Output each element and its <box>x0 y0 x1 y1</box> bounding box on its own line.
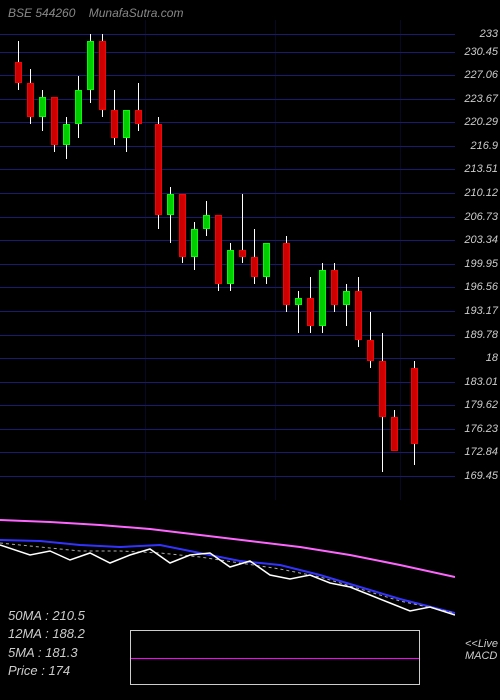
ma50-stat: 50MA : 210.5 <box>8 607 85 625</box>
price-label: 18 <box>486 352 498 364</box>
ticker-label: BSE 544260 <box>8 6 75 20</box>
price-label: 176.23 <box>464 423 498 435</box>
gridline <box>0 217 455 218</box>
price-label: 227.06 <box>464 69 498 81</box>
price-label: 223.67 <box>464 93 498 105</box>
gridline <box>0 146 455 147</box>
price-axis: 233 230.45 227.06 223.67 220.29 216.9 213.51 21… <box>455 20 500 500</box>
gridline <box>0 382 455 383</box>
ma-lines <box>0 505 455 620</box>
ma12-stat: 12MA : 188.2 <box>8 625 85 643</box>
site-label: MunafaSutra.com <box>89 6 184 20</box>
gridline <box>0 311 455 312</box>
price-label: 233 <box>480 28 498 40</box>
price-stat: Price : 174 <box>8 662 85 680</box>
gridline <box>0 34 455 35</box>
gridline <box>0 99 455 100</box>
gridline <box>0 476 455 477</box>
chart-header: BSE 544260 MunafaSutra.com <box>8 6 183 20</box>
indicator-chart <box>0 505 455 620</box>
gridline <box>0 52 455 53</box>
macd-center-line <box>131 658 419 659</box>
gridline <box>0 75 455 76</box>
gridline <box>0 358 455 359</box>
gridline <box>0 193 455 194</box>
price-label: 199.95 <box>464 258 498 270</box>
gridline <box>0 287 455 288</box>
price-label: 210.12 <box>464 187 498 199</box>
ma5-stat: 5MA : 181.3 <box>8 644 85 662</box>
gridline <box>0 335 455 336</box>
stats-block: 50MA : 210.5 12MA : 188.2 5MA : 181.3 Pr… <box>8 607 85 680</box>
price-label: 179.62 <box>464 399 498 411</box>
gridline <box>0 122 455 123</box>
price-label: 220.29 <box>464 116 498 128</box>
macd-label: <<Live MACD <box>465 638 498 662</box>
gridline <box>0 452 455 453</box>
gridline <box>0 429 455 430</box>
price-label: 216.9 <box>470 140 498 152</box>
price-label: 196.56 <box>464 281 498 293</box>
price-label: 213.51 <box>464 163 498 175</box>
price-label: 206.73 <box>464 211 498 223</box>
price-label: 203.34 <box>464 234 498 246</box>
price-label: 193.17 <box>464 305 498 317</box>
price-label: 183.01 <box>464 376 498 388</box>
price-label: 169.45 <box>464 470 498 482</box>
price-label: 230.45 <box>464 46 498 58</box>
price-label: 172.84 <box>464 446 498 458</box>
price-chart <box>0 20 455 500</box>
gridline <box>0 405 455 406</box>
gridline <box>0 240 455 241</box>
price-label: 189.78 <box>464 329 498 341</box>
gridline <box>0 169 455 170</box>
macd-box <box>130 630 420 685</box>
